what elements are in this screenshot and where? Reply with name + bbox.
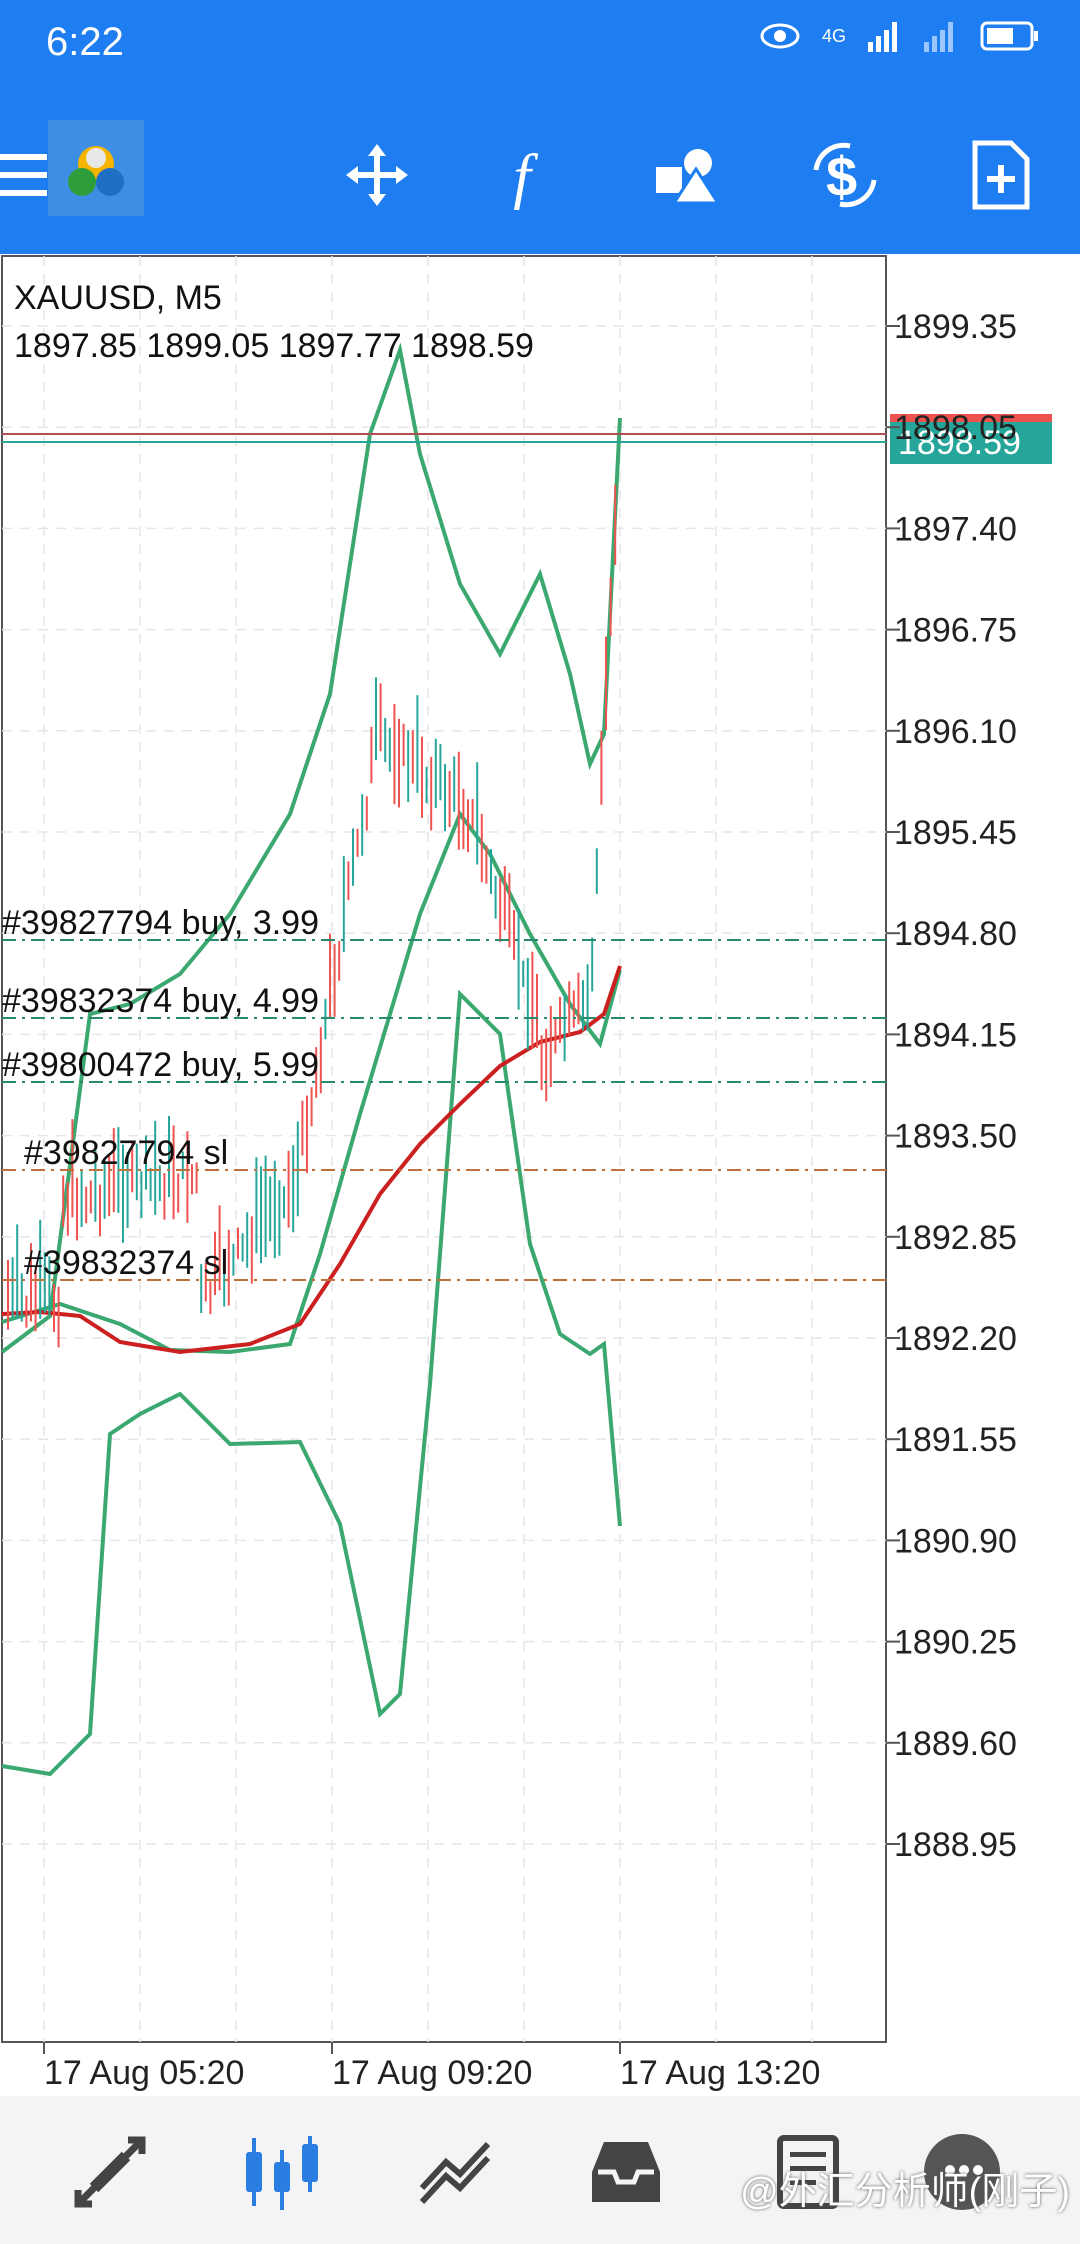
price-axis-label: 1892.85 xyxy=(894,1219,1017,1257)
trade-button[interactable]: $ xyxy=(800,130,890,220)
chart-icon xyxy=(246,2136,318,2210)
crosshair-icon xyxy=(346,144,408,206)
current-price-box xyxy=(890,422,1052,464)
price-axis-label: 1897.40 xyxy=(894,510,1017,548)
price-axis-label: 1896.10 xyxy=(894,713,1017,751)
messages-icon xyxy=(777,2135,839,2209)
trade-icon: $ xyxy=(813,142,877,208)
chart-canvas[interactable]: 1898.59 #39827794 buy, 3.99 #39832374 buy,… xyxy=(0,254,1080,2096)
price-axis-label: 1890.25 xyxy=(894,1624,1017,1662)
nav-chart[interactable] xyxy=(232,2122,332,2222)
price-axis-label: 1888.95 xyxy=(894,1826,1017,1864)
price-axis-label: 1896.75 xyxy=(894,612,1017,650)
price-axis-label: 1895.45 xyxy=(894,814,1017,852)
network-type: 4G xyxy=(821,25,846,46)
app-logo[interactable] xyxy=(48,120,144,216)
lower-band-line xyxy=(1,989,622,1777)
menu-icon xyxy=(0,154,47,196)
eye-icon xyxy=(760,23,800,49)
price-axis-label: 1898.05 xyxy=(894,409,1017,447)
new-order-button[interactable] xyxy=(956,130,1046,220)
new-order-icon xyxy=(972,140,1030,210)
chart-info: XAUUSD, M5 1897.85 1899.05 1897.77 1898.… xyxy=(14,274,534,370)
price-chart[interactable]: 1898.59 #39827794 buy, 3.99 #39832374 buy,… xyxy=(0,254,1080,2096)
middle-band-line xyxy=(1,809,622,1355)
order-label: #39827794 buy, 3.99 xyxy=(2,904,319,942)
price-axis-label: 1891.55 xyxy=(894,1421,1017,1459)
time-axis-label: 17 Aug 13:20 xyxy=(620,2054,820,2092)
top-toolbar: f $ xyxy=(0,96,1080,254)
price-axis-label: 1890.90 xyxy=(894,1522,1017,1560)
time-axis-label: 17 Aug 09:20 xyxy=(332,2054,532,2092)
nav-trade[interactable] xyxy=(406,2122,506,2222)
current-price-value: 1898.59 xyxy=(898,424,1021,462)
signal-icon xyxy=(868,22,897,52)
order-label: #39832374 sl xyxy=(24,1244,228,1282)
history-icon xyxy=(592,2142,660,2202)
symbol-label: XAUUSD, M5 xyxy=(14,279,222,317)
metatrader-logo-icon xyxy=(68,146,124,196)
bottom-navigation xyxy=(0,2096,1080,2244)
objects-icon xyxy=(656,149,720,205)
trade-nav-icon xyxy=(419,2141,491,2205)
ohlc-label: 1897.85 1899.05 1897.77 1898.59 xyxy=(14,327,534,365)
function-icon: f xyxy=(513,141,539,210)
objects-button[interactable] xyxy=(642,130,732,220)
price-axis-label: 1893.50 xyxy=(894,1118,1017,1156)
status-icons: 4G xyxy=(760,20,1040,52)
svg-text:$: $ xyxy=(826,145,857,208)
order-label: #39800472 buy, 5.99 xyxy=(2,1046,319,1084)
price-axis-label: 1899.35 xyxy=(894,308,1017,346)
avatar xyxy=(924,2134,1000,2210)
order-label: #39832374 buy, 4.99 xyxy=(2,982,319,1020)
watermark: @外汇分析师(刚子) xyxy=(740,2171,1070,2213)
upper-band-line xyxy=(0,342,622,1354)
menu-button[interactable] xyxy=(0,130,62,220)
ask-price-marker xyxy=(890,414,1052,424)
battery-icon xyxy=(980,21,1038,51)
price-axis-label: 1894.80 xyxy=(894,915,1017,953)
indicators-button[interactable]: f xyxy=(488,130,578,220)
status-time: 6:22 xyxy=(46,20,124,64)
nav-journal[interactable] xyxy=(756,2122,856,2222)
status-bar: 6:22 4G xyxy=(0,0,1080,96)
nav-history[interactable] xyxy=(576,2122,676,2222)
price-axis-label: 1892.20 xyxy=(894,1320,1017,1358)
quotes-icon xyxy=(74,2136,146,2208)
price-axis-label: 1894.15 xyxy=(894,1016,1017,1054)
price-axis-label: 1889.60 xyxy=(894,1725,1017,1763)
crosshair-button[interactable] xyxy=(332,130,422,220)
time-axis-label: 17 Aug 05:20 xyxy=(44,2054,244,2092)
order-label: #39827794 sl xyxy=(24,1134,228,1172)
svg-text:f: f xyxy=(513,141,539,210)
signal-2-icon xyxy=(924,22,953,52)
nav-settings[interactable] xyxy=(912,2122,1012,2222)
nav-quotes[interactable] xyxy=(60,2122,160,2222)
